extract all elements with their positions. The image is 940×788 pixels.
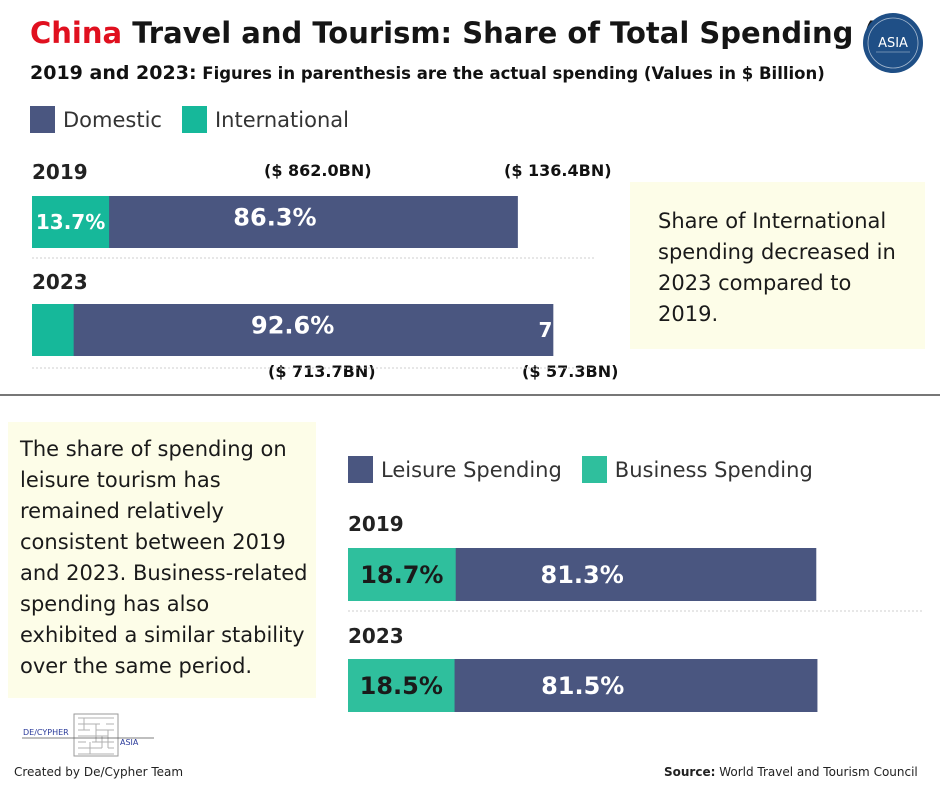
chart1-svg: 86.3% 13.7% 92.6% 7.4% (32, 196, 595, 369)
legend-swatch-domestic (30, 106, 55, 133)
subtitle-rest: Figures in parenthesis are the actual sp… (196, 64, 825, 83)
legend-swatch-international (181, 106, 207, 133)
chart1-year-2023: 2023 (32, 270, 88, 294)
chart1-bar-international-2019 (32, 196, 110, 248)
page-title: China Travel and Tourism: Share of Total… (30, 16, 919, 50)
footer-source-label: Source: (664, 765, 716, 779)
chart1-label-domestic-2019: 86.3% (233, 204, 316, 232)
chart1-year-2019: 2019 (32, 160, 88, 184)
note-box-top: Share of International spending decrease… (630, 182, 925, 349)
note-text-top: Share of International spending decrease… (658, 209, 896, 326)
legend-label-domestic: Domestic (63, 107, 162, 132)
chart1-label-domestic-2023: 92.6% (251, 312, 334, 340)
subtitle-years: 2019 and 2023: (30, 62, 197, 84)
chart2-bar-business-spending-2023 (348, 659, 455, 712)
chart1-legend: Domestic International (30, 106, 349, 133)
decypher-logo: DE/CYPHER ASIA (22, 713, 154, 757)
section-divider (0, 394, 940, 396)
chart2-year-2019: 2019 (348, 512, 404, 536)
decypher-logo-right-text: ASIA (120, 738, 139, 747)
footer-source: Source: World Travel and Tourism Council (664, 765, 918, 779)
footer-created-by: Created by De/Cypher Team (14, 765, 184, 779)
footer-source-text: World Travel and Tourism Council (715, 765, 918, 779)
chart2-year-2023: 2023 (348, 624, 404, 648)
legend-swatch-leisure (348, 456, 373, 483)
chart2-label-leisure-spending-2019: 81.3% (541, 561, 624, 589)
chart2-label-business-spending-2019: 18.7% (360, 561, 443, 589)
chart2-legend: Leisure Spending Business Spending (348, 456, 813, 483)
chart1-bar-domestic-2019 (32, 196, 518, 248)
title-highlight: China (30, 16, 123, 50)
decypher-logo-left-text: DE/CYPHER (23, 728, 69, 737)
asia-logo: ASIA (863, 13, 923, 73)
legend-label-business: Business Spending (614, 457, 813, 482)
chart1-ann-domestic-2019: ($ 862.0BN) (264, 161, 372, 180)
note-text-bottom: The share of spending on leisure tourism… (20, 437, 308, 678)
chart1-bar-international-2023 (32, 304, 74, 356)
chart2-label-leisure-spending-2023: 81.5% (541, 672, 624, 700)
chart1-label-international-2023: 7.4% (539, 318, 594, 342)
page-subtitle: 2019 and 2023: Figures in parenthesis ar… (30, 62, 825, 84)
chart1-ann-international-2019: ($ 136.4BN) (504, 161, 612, 180)
chart1-ann-domestic-2023: ($ 713.7BN) (268, 362, 376, 381)
chart1-label-international-2019: 13.7% (36, 210, 105, 234)
chart1-bar-domestic-2023 (32, 304, 554, 356)
title-rest: Travel and Tourism: Share of Total Spend… (122, 16, 920, 50)
note-box-bottom: The share of spending on leisure tourism… (8, 422, 316, 698)
chart1-ann-international-2023: ($ 57.3BN) (522, 362, 619, 381)
logo-text: ASIA (878, 36, 908, 51)
legend-label-leisure: Leisure Spending (381, 457, 562, 482)
chart2-label-business-spending-2023: 18.5% (360, 672, 443, 700)
chart2-bar-business-spending-2019 (348, 548, 456, 601)
legend-label-international: International (214, 107, 349, 132)
legend-swatch-business (581, 456, 607, 483)
